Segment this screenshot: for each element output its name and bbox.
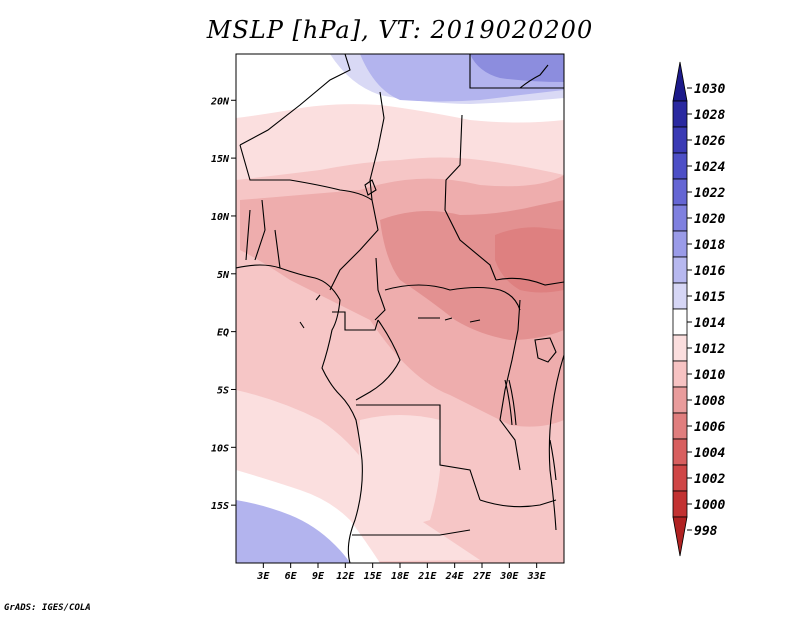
lat-tick-label: 15S [211,501,229,512]
colorbar-swatch [672,308,688,336]
colorbar-swatch [672,490,688,518]
lon-tick-label: 33E [527,571,547,582]
colorbar-swatch [672,256,688,284]
lat-tick-label: 5N [217,270,230,281]
colorbar-label: 1012 [694,342,725,357]
lake-tanganyika [504,379,517,426]
colorbar-label: 1022 [694,186,725,201]
colorbar-label: 1010 [694,368,725,383]
colorbar-swatch [672,282,688,310]
country-borders [236,54,564,563]
colorbar-swatch [672,438,688,466]
lon-tick-label: 3E [256,571,270,582]
colorbar-label: 1028 [694,108,725,123]
border-mali-niger [239,144,290,181]
colorbar-swatch [672,100,688,128]
longitude-axis: 3E 6E 9E 12E 15E 18E 21E 24E 27E 30E 33E [256,563,547,582]
lon-tick-label: 27E [472,571,492,582]
border-zambia [479,499,557,508]
lon-tick-label: 6E [285,571,298,582]
lake-victoria [534,337,557,363]
colorbar-swatch [672,230,688,258]
border-cameroon-car [374,257,386,321]
colorbar-label: 998 [694,524,718,539]
colorbar-swatch [672,412,688,440]
field-1012-angola [358,415,442,525]
colorbar-label: 1030 [694,82,725,97]
colorbar-label: 1008 [694,394,725,409]
colorbar-swatch [672,204,688,232]
border-niger-nigeria [289,179,373,201]
lon-tick-label: 18E [391,571,410,582]
border-libya-egypt [469,54,564,89]
border-car-drc [384,284,521,311]
chart-title: MSLP [hPa], VT: 2019020200 [206,16,594,44]
lon-tick-label: 30E [499,571,519,582]
border-angola-namibia [352,529,471,536]
colorbar-swatch [672,126,688,154]
colorbar-label: 1020 [694,212,725,227]
coastline-east-africa [548,354,564,531]
colorbar-legend: 1030 1028 1026 1024 1022 1020 1018 1016 1015 1014… [672,61,725,557]
lat-tick-label: 20N [210,96,230,107]
lon-tick-label: 15E [364,571,383,582]
border-niger-chad [369,91,385,201]
border-drc-east [499,299,521,471]
border-sudan-south [495,277,564,286]
colorbar-swatch [672,360,688,388]
colorbar-swatch [672,61,688,102]
colorbar-swatch [672,464,688,492]
colorbar-label: 1014 [694,316,725,331]
lon-tick-label: 9E [312,571,325,582]
lat-tick-label: 5S [217,385,229,396]
colorbar-label: 1004 [694,446,725,461]
latitude-axis: 20N 15N 10N 5N EQ 5S 10S 15S [210,96,236,512]
colorbar-swatch [672,386,688,414]
border-libya-algeria [239,54,351,146]
field-1004-east [495,227,564,293]
border-west-coast-states [245,199,281,269]
lon-tick-label: 12E [336,571,355,582]
pressure-field [236,54,564,563]
colorbar-label: 1006 [694,420,725,435]
field-1015-southwest [236,500,350,563]
colorbar-label: 1000 [694,498,725,513]
lat-tick-label: 15N [211,154,230,165]
lon-tick-label: 21E [417,571,437,582]
colorbar-label: 1024 [694,160,725,175]
border-drc-angola [356,404,481,501]
coastline-west-africa [236,264,363,563]
lat-tick-label: EQ [217,328,229,339]
colorbar-label: 1015 [694,290,725,305]
lon-tick-label: 24E [445,571,465,582]
colorbar-swatch [672,516,688,557]
lake-malawi [549,439,557,481]
colorbar-label: 1016 [694,264,725,279]
colorbar-swatch [672,178,688,206]
border-nigeria-cameroon [329,199,379,291]
nile-delta-red-sea [519,64,549,89]
border-drc-congo [355,319,401,401]
river-features [299,294,481,329]
lat-tick-label: 10S [211,443,229,454]
colorbar-label: 1018 [694,238,725,253]
lake-chad [364,179,377,196]
border-chad-sudan [444,114,497,281]
border-gabon [332,311,379,331]
colorbar-label: 1026 [694,134,725,149]
colorbar-swatch [672,152,688,180]
colorbar-swatch [672,334,688,362]
colorbar-label: 1002 [694,472,725,487]
lat-tick-label: 10N [211,212,230,223]
grads-credit: GrADS: IGES/COLA [4,603,91,613]
